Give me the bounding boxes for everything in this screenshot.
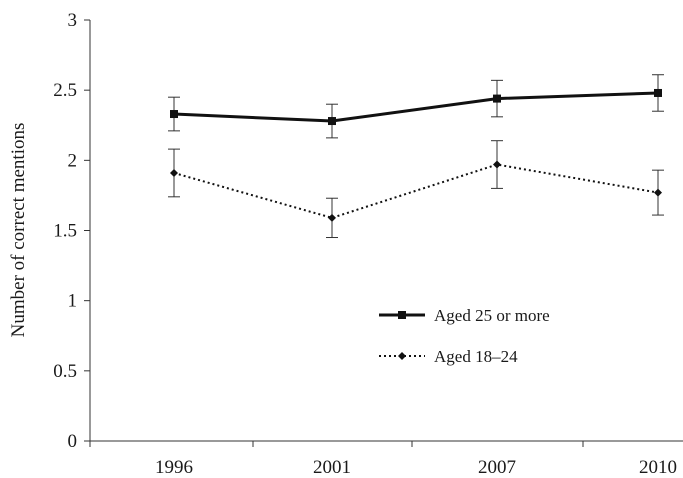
y-tick-label: 1	[68, 291, 78, 312]
data-point-square	[328, 117, 336, 126]
y-axis-ticks: 0 0.5 1 1.5 2 2.5 3	[53, 10, 90, 452]
y-tick-label: 0.5	[53, 361, 77, 382]
series-line	[173, 163, 659, 219]
y-tick-label: 0	[68, 431, 78, 452]
x-axis-ticks: 1996 2001 2007 2010	[89, 441, 677, 478]
legend-label: Aged 25 or more	[434, 306, 550, 325]
legend: Aged 25 or more Aged 18–24	[379, 306, 550, 366]
y-tick-label: 3	[68, 10, 78, 31]
legend-marker-diamond	[398, 352, 406, 360]
legend-marker-square	[398, 311, 406, 319]
x-tick-label: 2001	[313, 457, 351, 478]
data-point-diamond	[170, 168, 178, 177]
data-point-square	[170, 110, 178, 119]
x-tick-label: 2007	[478, 457, 516, 478]
y-tick-label: 2	[68, 150, 78, 171]
x-tick-label: 2010	[639, 457, 677, 478]
series-layer	[168, 74, 664, 239]
series-line	[173, 91, 659, 123]
y-tick-label: 2.5	[53, 80, 77, 101]
data-point-square	[654, 88, 662, 97]
data-point-diamond	[328, 213, 336, 222]
data-point-square	[493, 94, 501, 103]
x-tick-label: 1996	[155, 457, 193, 478]
data-point-diamond	[654, 188, 662, 197]
data-point-diamond	[493, 160, 501, 169]
y-axis-title: Number of correct mentions	[8, 123, 29, 338]
y-tick-label: 1.5	[53, 221, 77, 242]
legend-label: Aged 18–24	[434, 347, 518, 366]
